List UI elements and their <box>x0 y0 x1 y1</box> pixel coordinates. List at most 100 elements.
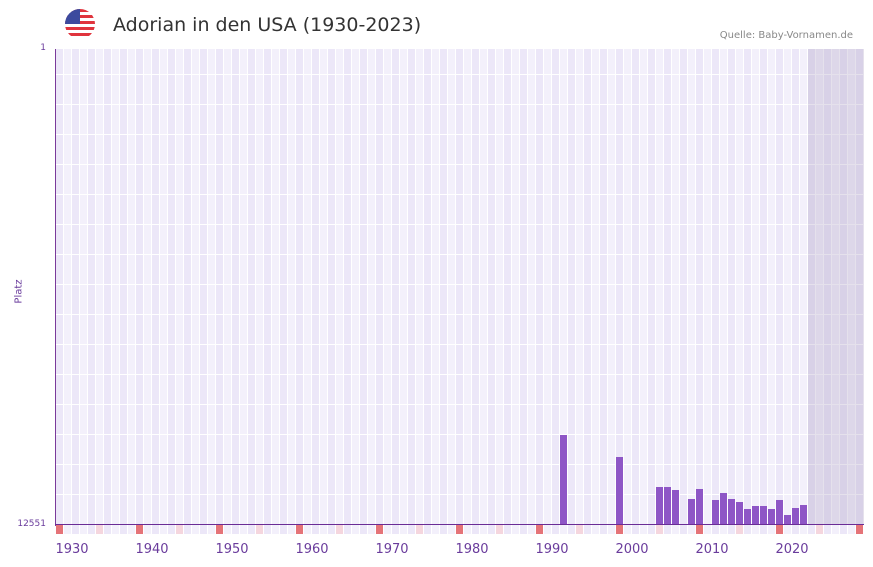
year-marker <box>752 525 759 534</box>
year-marker <box>440 525 447 534</box>
year-marker <box>384 525 391 534</box>
year-marker <box>480 525 487 534</box>
bar-2014[interactable] <box>744 508 751 525</box>
bar-2003[interactable] <box>656 486 663 525</box>
year-marker <box>544 525 551 534</box>
bar-2019[interactable] <box>784 514 791 525</box>
year-marker <box>304 525 311 534</box>
bar-2016[interactable] <box>760 505 767 525</box>
year-marker <box>720 525 727 534</box>
bar-1991[interactable] <box>560 434 567 525</box>
x-tick-1980: 1980 <box>455 542 489 557</box>
year-marker <box>240 525 247 534</box>
year-marker <box>120 525 127 534</box>
year-marker <box>784 525 791 534</box>
bar-2008[interactable] <box>696 489 703 525</box>
x-tick-1970: 1970 <box>375 542 409 557</box>
year-marker <box>56 525 63 534</box>
year-marker <box>856 525 863 534</box>
bar-2004[interactable] <box>664 486 671 525</box>
year-marker <box>104 525 111 534</box>
bar-2020[interactable] <box>792 508 799 525</box>
y-axis-line <box>55 49 56 526</box>
year-marker <box>376 525 383 534</box>
year-marker <box>160 525 167 534</box>
bar-1998[interactable] <box>616 456 623 525</box>
year-marker <box>704 525 711 534</box>
year-marker <box>520 525 527 534</box>
year-marker <box>392 525 399 534</box>
bar-2015[interactable] <box>752 505 759 525</box>
year-marker <box>248 525 255 534</box>
year-marker <box>320 525 327 534</box>
x-tick-1930: 1930 <box>55 542 89 557</box>
year-marker <box>760 525 767 534</box>
year-marker <box>824 525 831 534</box>
year-marker <box>552 525 559 534</box>
year-marker <box>728 525 735 534</box>
year-marker <box>176 525 183 534</box>
year-marker <box>352 525 359 534</box>
year-marker <box>848 525 855 534</box>
year-marker <box>232 525 239 534</box>
year-marker <box>592 525 599 534</box>
year-marker <box>144 525 151 534</box>
x-tick-2010: 2010 <box>695 542 729 557</box>
year-marker <box>736 525 743 534</box>
bar-2007[interactable] <box>688 499 695 525</box>
x-tick-1950: 1950 <box>215 542 249 557</box>
x-tick-1990: 1990 <box>535 542 569 557</box>
year-marker <box>136 525 143 534</box>
year-marker <box>744 525 751 534</box>
year-marker <box>512 525 519 534</box>
bar-2011[interactable] <box>720 492 727 525</box>
year-marker <box>608 525 615 534</box>
source-label: Quelle: Baby-Vornamen.de <box>719 30 853 41</box>
year-marker <box>96 525 103 534</box>
year-marker <box>184 525 191 534</box>
bar-2005[interactable] <box>672 489 679 525</box>
bar-2018[interactable] <box>776 500 783 525</box>
year-marker <box>528 525 535 534</box>
year-marker <box>680 525 687 534</box>
bar-2010[interactable] <box>712 500 719 525</box>
year-marker <box>72 525 79 534</box>
bar-2017[interactable] <box>768 508 775 525</box>
y-axis-label: Platz <box>13 279 25 304</box>
year-marker <box>112 525 119 534</box>
year-marker <box>128 525 135 534</box>
year-marker <box>168 525 175 534</box>
year-marker <box>496 525 503 534</box>
y-tick-bottom: 12551 <box>17 519 46 529</box>
us-flag-icon <box>65 9 95 39</box>
year-marker <box>840 525 847 534</box>
bar-2013[interactable] <box>736 502 743 525</box>
year-marker <box>88 525 95 534</box>
year-marker <box>768 525 775 534</box>
year-marker <box>792 525 799 534</box>
year-marker <box>816 525 823 534</box>
future-shade <box>808 49 864 525</box>
year-marker <box>672 525 679 534</box>
year-marker <box>464 525 471 534</box>
year-marker <box>264 525 271 534</box>
chart-title: Adorian in den USA (1930-2023) <box>113 14 422 36</box>
year-marker <box>208 525 215 534</box>
year-marker <box>368 525 375 534</box>
year-marker <box>800 525 807 534</box>
year-marker <box>336 525 343 534</box>
bar-2021[interactable] <box>800 505 807 525</box>
year-marker <box>280 525 287 534</box>
year-marker <box>648 525 655 534</box>
year-marker <box>80 525 87 534</box>
year-marker <box>832 525 839 534</box>
bar-2012[interactable] <box>728 499 735 525</box>
year-marker <box>456 525 463 534</box>
year-marker <box>712 525 719 534</box>
year-marker <box>416 525 423 534</box>
x-tick-1940: 1940 <box>135 542 169 557</box>
year-marker <box>624 525 631 534</box>
x-tick-2020: 2020 <box>775 542 809 557</box>
year-marker <box>360 525 367 534</box>
year-marker <box>688 525 695 534</box>
